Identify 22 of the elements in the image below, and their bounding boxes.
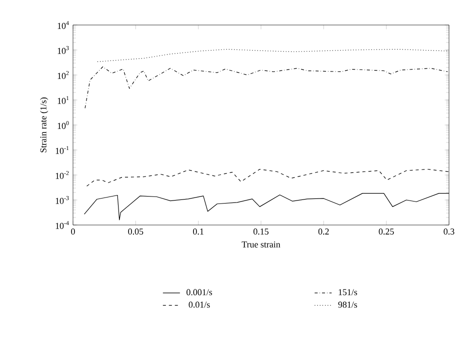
x-axis-title: True strain: [242, 241, 280, 248]
y-tick-label: 10$^{3}$: [58, 46, 69, 54]
legend-label: 0.01/s: [188, 302, 210, 308]
y-tick-label: 10$^{-4}$: [56, 221, 69, 229]
y-tick-label: 10$^{2}$: [58, 71, 69, 79]
x-tick-label: 0: [71, 228, 75, 235]
y-tick-label: 10$^{1}$: [58, 96, 69, 104]
legend-label: 151/s: [338, 289, 358, 296]
y-tick-label: 10$^{-2}$: [56, 171, 69, 179]
x-tick-label: 0.25: [378, 228, 394, 235]
y-tick-label: 10$^{-3}$: [56, 196, 69, 204]
x-tick-label: 0.2: [318, 228, 329, 235]
y-tick-label: 10$^{0}$: [58, 121, 69, 129]
legend-label: 0.001/s: [186, 289, 212, 296]
x-tick-label: 0.1: [193, 228, 204, 235]
y-tick-label: 10$^{-1}$: [56, 146, 69, 154]
y-tick-label: 10$^{4}$: [58, 21, 69, 29]
legend-label: 981/s: [338, 302, 358, 308]
x-tick-label: 0.15: [254, 228, 269, 235]
y-axis-title: Strain rate (1/s): [40, 98, 48, 152]
x-tick-label: 0.3: [444, 228, 454, 235]
x-tick-label: 0.05: [128, 228, 144, 235]
